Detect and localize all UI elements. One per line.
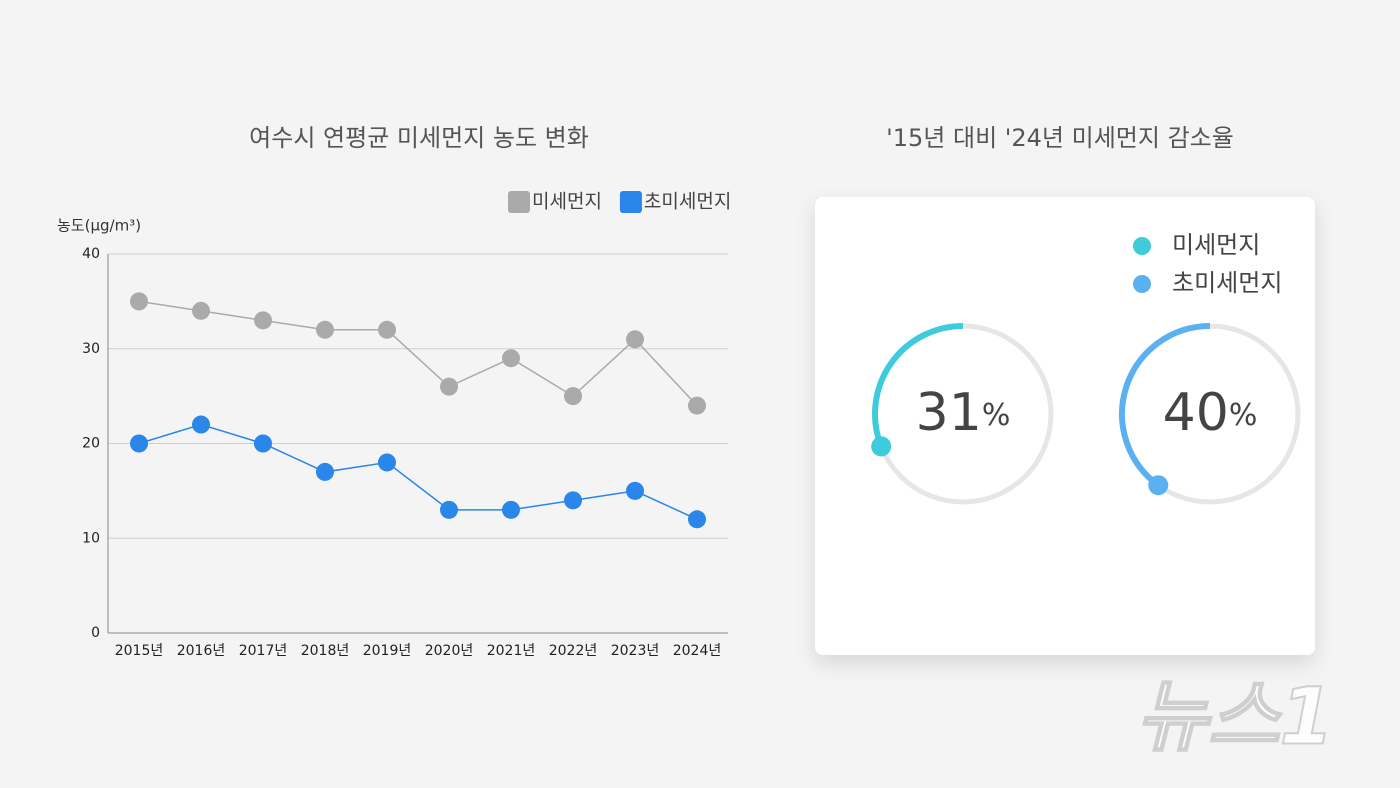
point [688, 510, 706, 529]
point [564, 387, 582, 406]
arc-end [1148, 475, 1169, 496]
legend-swatch [619, 191, 642, 213]
point [316, 320, 334, 339]
x-tick-label: 2020년 [425, 643, 474, 659]
point [254, 311, 272, 330]
point [130, 434, 148, 453]
x-tick-label: 2023년 [611, 643, 660, 659]
legend-dot [1133, 275, 1151, 293]
value-label: 40% [1163, 383, 1258, 443]
watermark: 뉴스1 [1136, 672, 1334, 762]
point [688, 396, 706, 415]
legend-label: 초미세먼지 [1172, 269, 1282, 297]
x-tick-label: 2015년 [115, 643, 164, 659]
value-number: 40 [1163, 383, 1229, 443]
value-number: 31 [916, 383, 982, 443]
point [316, 462, 334, 481]
arc-end [871, 436, 892, 457]
x-tick-label: 2022년 [549, 643, 598, 659]
y-tick-label: 0 [91, 625, 100, 641]
x-tick-label: 2018년 [301, 643, 350, 659]
point [130, 292, 148, 311]
point [192, 415, 210, 434]
value-label: 31% [916, 383, 1011, 443]
y-tick-label: 20 [82, 436, 100, 452]
point [626, 330, 644, 349]
point [564, 491, 582, 510]
point [192, 301, 210, 320]
value-unit: % [982, 398, 1011, 433]
x-tick-label: 2024년 [673, 643, 722, 659]
legend-swatch [508, 191, 530, 213]
legend-label: 미세먼지 [1172, 231, 1260, 259]
y-tick-label: 30 [82, 341, 100, 357]
x-tick-label: 2016년 [177, 643, 226, 659]
series-line [138, 300, 698, 407]
chart-title: '15년 대비 '24년 미세먼지 감소율 [886, 124, 1234, 152]
y-tick-label: 10 [82, 530, 100, 546]
x-tick-label: 2021년 [487, 643, 536, 659]
card [815, 197, 1315, 655]
x-tick-label: 2017년 [239, 643, 288, 659]
legend-label: 초미세먼지 [644, 191, 731, 213]
legend-label: 미세먼지 [532, 191, 602, 213]
point [378, 453, 396, 472]
x-tick-label: 2019년 [363, 643, 412, 659]
point [502, 500, 520, 519]
point [626, 481, 644, 500]
arc [872, 323, 964, 448]
legend-dot [1133, 237, 1151, 255]
point [440, 377, 458, 396]
chart-title: 여수시 연평균 미세먼지 농도 변화 [249, 124, 589, 152]
point [254, 434, 272, 453]
arc [1119, 323, 1211, 488]
series-line [138, 423, 698, 520]
point [440, 500, 458, 519]
value-unit: % [1229, 398, 1258, 433]
y-axis-label: 농도(μg/m³) [57, 217, 141, 235]
point [502, 349, 520, 368]
point [378, 320, 396, 339]
y-tick-label: 40 [82, 246, 100, 262]
